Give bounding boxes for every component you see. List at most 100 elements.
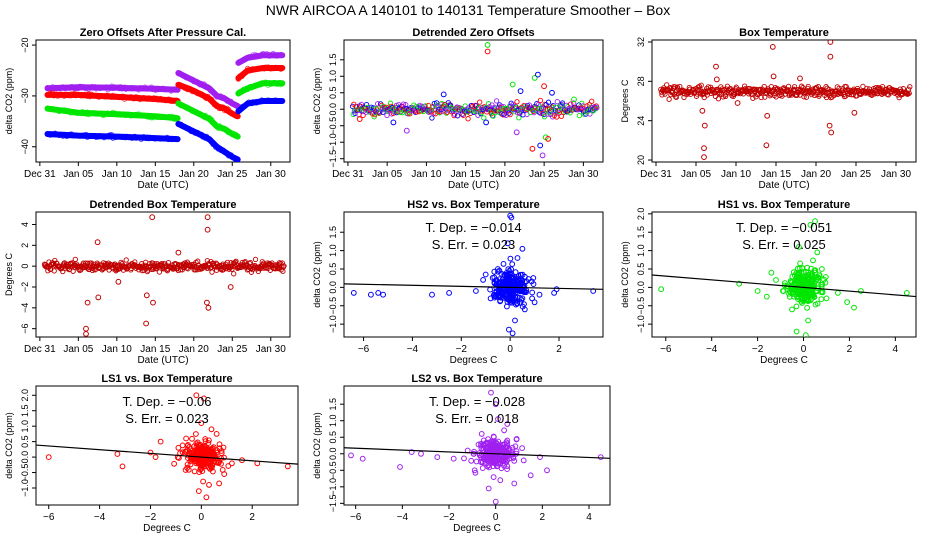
- data-point-LS1: [589, 98, 595, 104]
- data-point: [512, 317, 518, 324]
- cluster-point: [483, 446, 490, 453]
- cluster-point: [221, 454, 227, 461]
- series-point-HS1: [66, 109, 73, 115]
- cluster-point: [821, 276, 827, 283]
- cluster-point: [482, 451, 489, 458]
- series-point-LS1: [260, 65, 266, 71]
- x-tick-label: −4: [706, 344, 718, 355]
- data-point: [511, 480, 518, 487]
- data-point-LS2: [358, 101, 365, 108]
- series-point-LS1: [210, 99, 216, 105]
- series-point-HS2: [146, 136, 152, 142]
- data-point: [114, 451, 121, 457]
- cluster-point: [804, 304, 810, 311]
- data-point: [175, 444, 182, 451]
- plot-frame: [35, 211, 291, 338]
- cluster-point: [188, 456, 195, 463]
- series-point-HS2: [231, 155, 237, 161]
- outlier-point-LS1: [484, 48, 491, 55]
- series-point-LS2: [141, 85, 147, 92]
- y-tick-label: 24: [636, 116, 646, 126]
- data-layer: [41, 214, 287, 337]
- x-tick-label: Jan 15: [140, 344, 170, 355]
- data-point: [221, 471, 228, 478]
- data-point-box: [145, 267, 151, 273]
- data-point-box: [673, 94, 679, 100]
- outlier-point-box: [95, 294, 102, 301]
- x-tick-label: Jan 25: [841, 169, 871, 180]
- series-point-HS1: [134, 113, 140, 119]
- series-point-LS1: [243, 68, 249, 74]
- series-point-LS1: [239, 73, 245, 79]
- series-point-LS2: [218, 93, 224, 99]
- x-tick-label: Jan 10: [411, 169, 441, 180]
- series-point-LS1: [180, 84, 187, 90]
- annotation-standard-error: S. Err. = 0.023: [125, 411, 208, 426]
- series-point-LS1: [101, 93, 107, 99]
- outlier-point-LS1: [541, 83, 547, 90]
- data-point-box: [72, 256, 78, 263]
- data-point: [229, 460, 235, 467]
- data-point-box: [791, 84, 798, 90]
- data-point-box: [677, 83, 683, 90]
- series-point-HS2: [46, 131, 52, 137]
- y-tick-label: −2: [20, 282, 30, 292]
- data-point: [206, 482, 212, 488]
- data-point: [488, 389, 494, 396]
- series-point-LS2: [179, 72, 185, 78]
- series-point-HS2: [259, 97, 265, 103]
- data-point-HS1: [576, 112, 583, 119]
- cluster-point: [513, 285, 520, 292]
- y-tick-label: −1.0: [328, 315, 338, 333]
- series-point-LS1: [264, 65, 270, 71]
- cluster-point: [493, 456, 500, 463]
- outlier-point-HS1: [571, 96, 577, 103]
- outlier-point-box: [227, 284, 234, 290]
- series-point-HS2: [270, 98, 276, 104]
- x-tick-label: Jan 10: [102, 344, 132, 355]
- cluster-point: [508, 297, 514, 304]
- series-point-HS2: [243, 102, 249, 108]
- series-point-LS2: [151, 85, 157, 92]
- data-point-HS2: [380, 109, 386, 115]
- panel-title: Zero Offsets After Pressure Cal.: [80, 27, 246, 39]
- plot-frame: [343, 385, 611, 506]
- outlier-point-box: [175, 249, 182, 256]
- series-point-LS2: [233, 103, 239, 109]
- series-point-HS1: [233, 132, 239, 138]
- data-point-box: [659, 92, 665, 98]
- data-point-box: [51, 268, 57, 274]
- cluster-point: [819, 281, 826, 288]
- x-tick-label: Jan 10: [721, 169, 751, 180]
- y-tick-label: 0: [20, 264, 30, 269]
- y-tick-label: 0.5: [636, 263, 646, 276]
- data-point: [519, 245, 526, 252]
- data-point: [152, 454, 159, 461]
- cluster-point: [503, 444, 510, 451]
- series-point-LS1: [215, 104, 221, 110]
- panel-title: Detrended Zero Offsets: [412, 27, 534, 39]
- plot-frame: [651, 39, 917, 163]
- cluster-point: [491, 294, 498, 301]
- series-point-HS1: [195, 110, 201, 116]
- data-point: [814, 249, 821, 256]
- cluster-point: [499, 276, 506, 283]
- series-point-LS1: [205, 93, 211, 100]
- series-point-HS2: [246, 99, 252, 105]
- series-point-LS1: [145, 96, 151, 102]
- cluster-point: [484, 463, 491, 470]
- cluster-point: [499, 278, 506, 285]
- cluster-point: [189, 435, 195, 442]
- cluster-point: [184, 461, 191, 468]
- series-point-LS1: [266, 65, 273, 71]
- data-point-HS1: [593, 106, 599, 112]
- data-point-box: [123, 257, 129, 263]
- x-tick-label: Dec 31: [640, 169, 672, 180]
- cluster-point: [500, 448, 507, 454]
- series-point-HS2: [145, 134, 151, 140]
- series-point-HS1: [256, 81, 262, 87]
- panel-2: Detrended Zero Offsets Dec 31 Jan 05 Jan 10…: [312, 27, 604, 191]
- data-point: [216, 480, 223, 487]
- data-point: [520, 457, 527, 464]
- data-point: [208, 426, 215, 433]
